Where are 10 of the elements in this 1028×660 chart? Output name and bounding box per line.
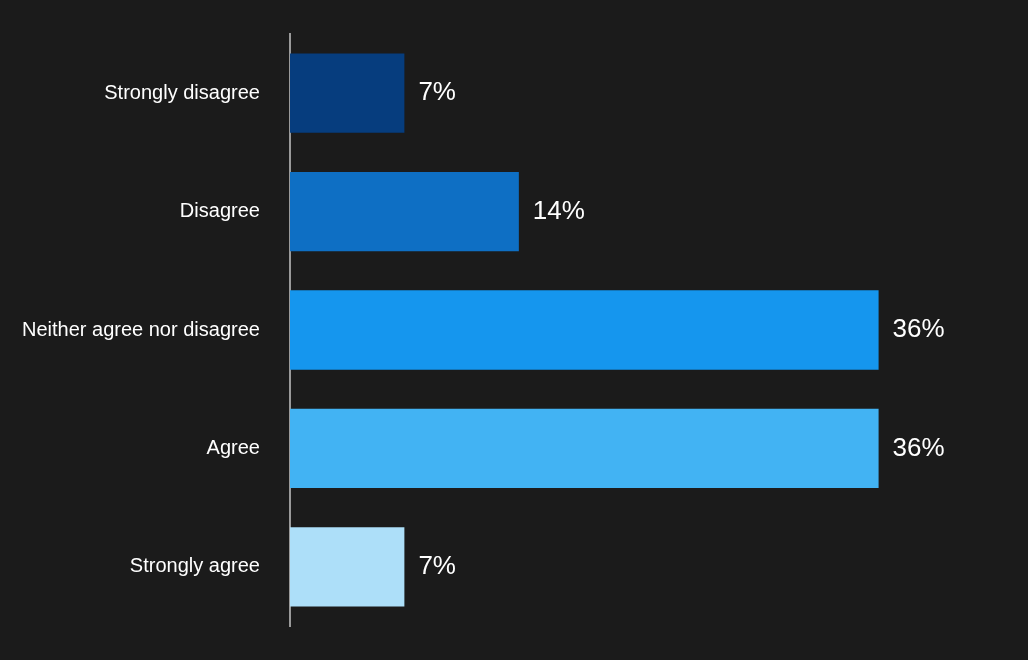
data-label: 36% <box>892 431 945 462</box>
data-label: 7% <box>418 76 456 107</box>
data-label: 36% <box>892 313 945 344</box>
y-tick-label: Strongly disagree <box>104 80 260 103</box>
data-label: 14% <box>532 194 585 225</box>
y-tick-label: Disagree <box>179 199 260 222</box>
y-tick-label: Strongly agree <box>129 554 260 577</box>
y-tick-label: Agree <box>206 435 260 458</box>
data-label: 7% <box>418 549 456 580</box>
y-tick-label: Neither agree nor disagree <box>22 317 260 340</box>
